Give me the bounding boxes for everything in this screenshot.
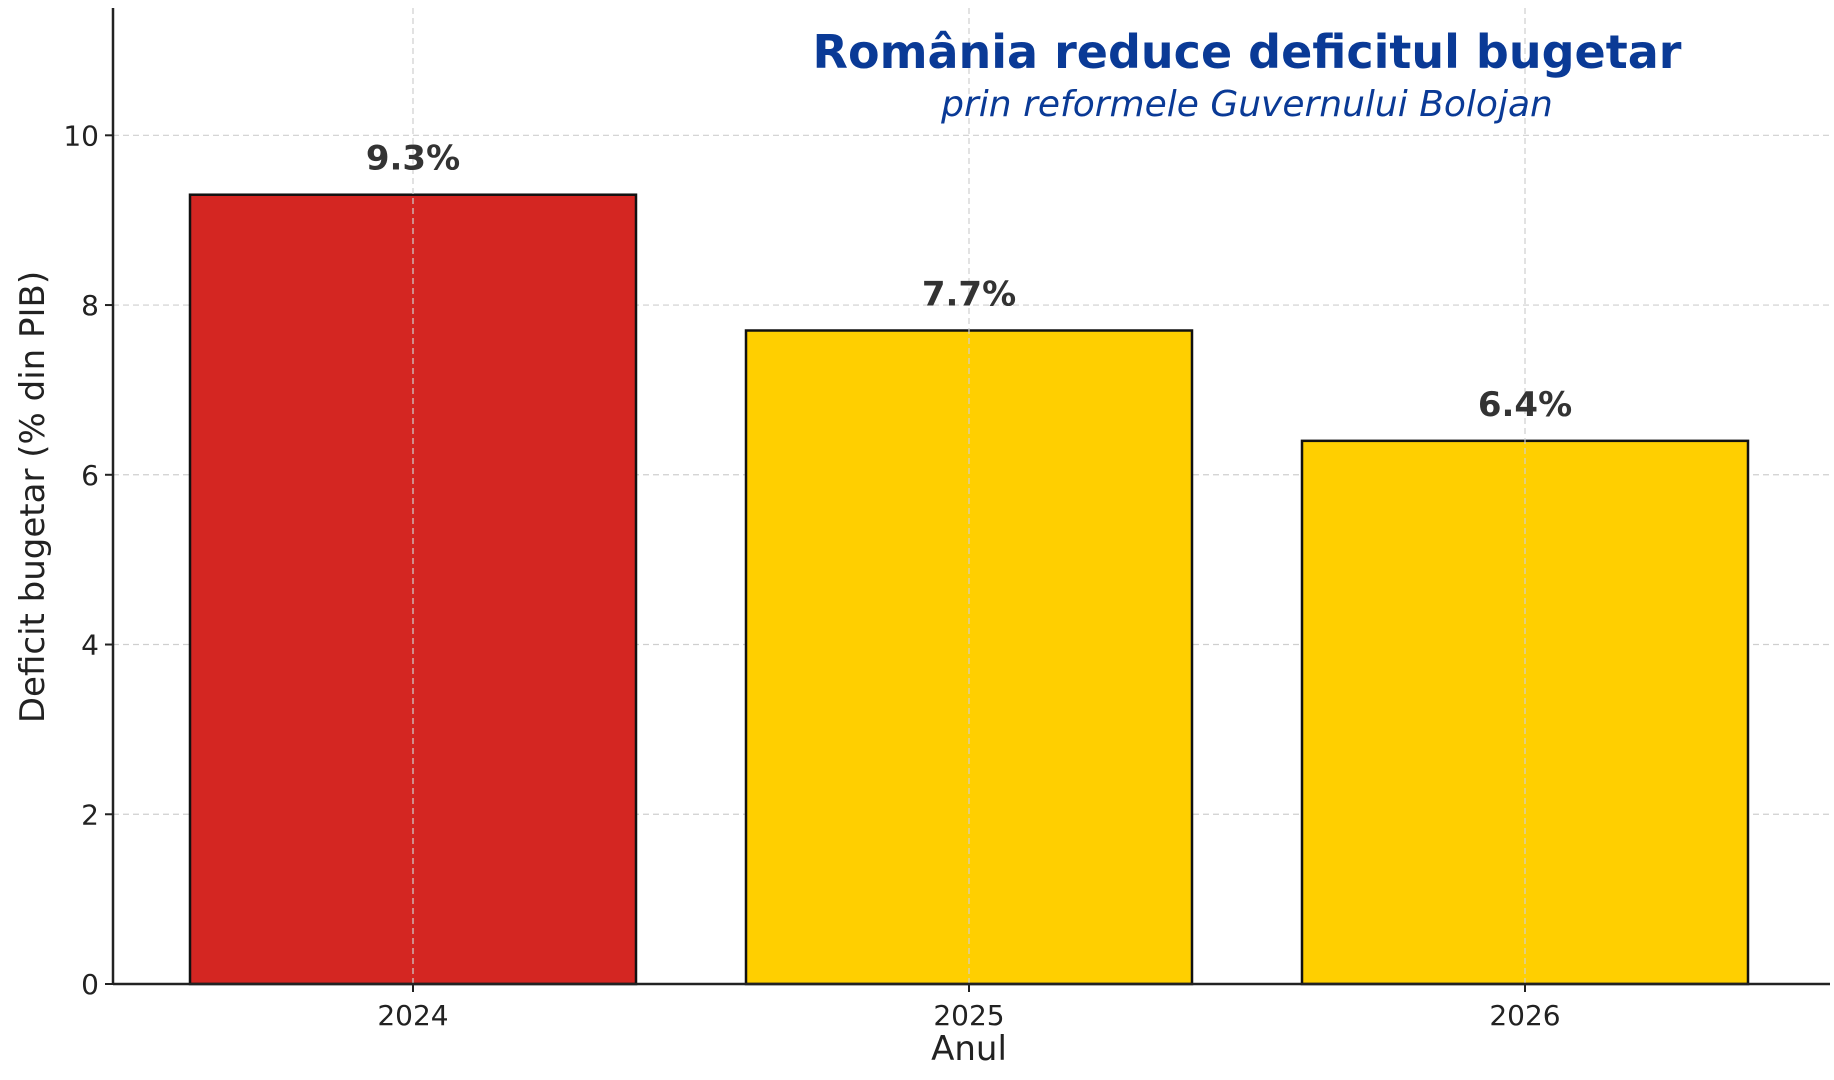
data-label-2026: 6.4%	[1478, 385, 1572, 425]
data-label-2025: 7.7%	[922, 275, 1016, 315]
y-axis-label: Deficit bugetar (% din PIB)	[13, 271, 53, 723]
y-tick-label: 10	[63, 119, 99, 152]
x-tick-label-2025: 2025	[933, 999, 1004, 1032]
x-tick-label-2026: 2026	[1489, 999, 1560, 1032]
data-label-2024: 9.3%	[366, 139, 460, 179]
chart-title: România reduce deficitul bugetar	[813, 25, 1682, 79]
x-axis-label: Anul	[931, 1029, 1007, 1069]
axes	[111, 8, 1830, 986]
y-tick-label: 4	[81, 629, 99, 662]
x-tick-label-2024: 2024	[377, 999, 448, 1032]
y-tick-label: 2	[81, 798, 99, 831]
bars	[188, 8, 1750, 986]
tick-labels: 0 2 4 6 8 10 2024 2025 2026	[63, 119, 1560, 1032]
y-tick-label: 6	[81, 459, 99, 492]
data-labels: 9.3% 7.7% 6.4%	[366, 139, 1572, 425]
y-tick-label: 8	[81, 289, 99, 322]
y-tick-label: 0	[81, 968, 99, 1001]
chart-subtitle: prin reformele Guvernului Bolojan	[940, 84, 1553, 125]
